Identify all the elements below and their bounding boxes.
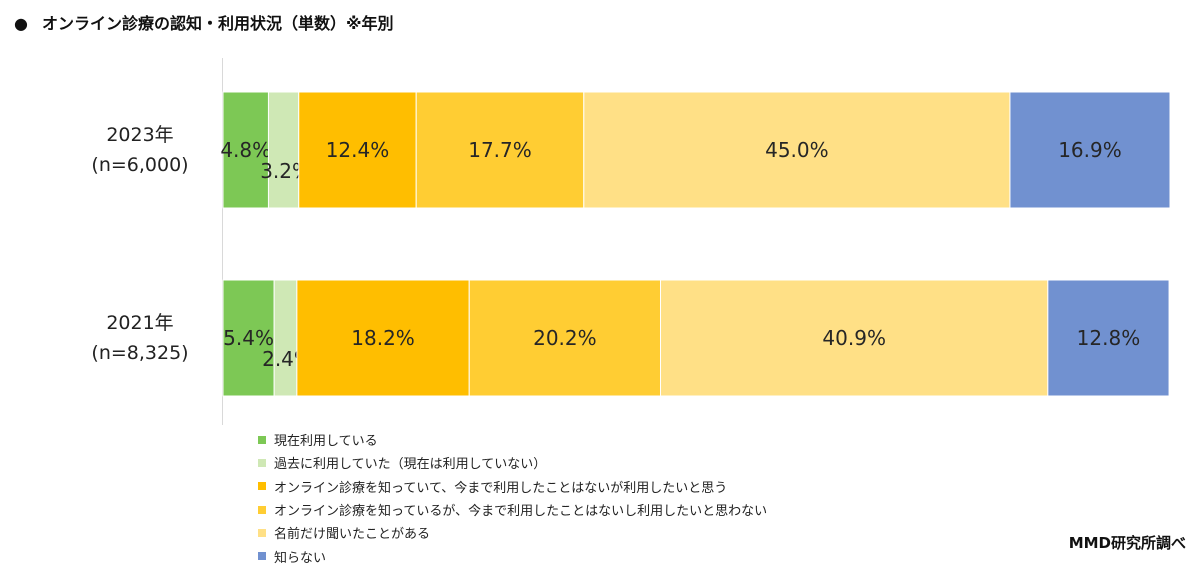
legend-item: オンライン診療を知っていて、今まで利用したことはないが利用したいと思う — [258, 475, 767, 498]
legend-item: 過去に利用していた（現在は利用していない） — [258, 451, 767, 474]
bar-segment — [660, 279, 1049, 397]
data-label: 20.2% — [533, 326, 597, 350]
category-sample-size: (n=8,325) — [91, 342, 189, 364]
data-label: 40.9% — [822, 326, 886, 350]
data-label: 5.4% — [223, 326, 274, 350]
bar-segment — [222, 91, 269, 209]
legend-swatch — [258, 482, 266, 491]
data-label: 45.0% — [765, 138, 829, 162]
category-label: 2021年 (n=8,325) — [55, 308, 225, 368]
chart-title: ● オンライン診療の認知・利用状況（単数）※年別 — [14, 10, 394, 34]
data-label: 12.4% — [326, 138, 390, 162]
category-sample-size: (n=6,000) — [91, 154, 189, 176]
legend-label: 過去に利用していた（現在は利用していない） — [274, 457, 547, 473]
bar-segment — [1009, 91, 1171, 209]
bar-segment — [222, 279, 275, 397]
bar-segment — [296, 279, 470, 397]
bar-segment — [468, 279, 662, 397]
legend: 現在利用している過去に利用していた（現在は利用していない） オンライン診療を知って… — [258, 428, 767, 568]
category-year: 2021年 — [106, 312, 174, 334]
legend-label: オンライン診療を知っているが、今まで利用したことはないし利用したいと思わない — [274, 504, 768, 520]
data-label: 17.7% — [468, 138, 532, 162]
legend-swatch — [258, 552, 266, 561]
category-label: 2023年 (n=6,000) — [55, 120, 225, 180]
legend-label: 現在利用している — [274, 434, 378, 450]
legend-item: 知らない — [258, 544, 767, 567]
legend-item: オンライン診療を知っているが、今まで利用したことはないし利用したいと思わない — [258, 498, 767, 521]
bar-segment — [298, 91, 417, 209]
data-label: 12.8% — [1077, 326, 1141, 350]
legend-label: 名前だけ聞いたことがある — [274, 527, 431, 543]
category-year: 2023年 — [106, 124, 174, 146]
data-label: 4.8% — [220, 138, 271, 162]
legend-swatch — [258, 458, 266, 467]
title-bullet: ● — [14, 14, 28, 33]
title-text: オンライン診療の認知・利用状況（単数）※年別 — [41, 14, 394, 33]
legend-item: 現在利用している — [258, 428, 767, 451]
data-label: 16.9% — [1058, 138, 1122, 162]
legend-swatch — [258, 528, 266, 537]
legend-label: 知らない — [274, 550, 327, 566]
source-credit: MMD研究所調べ — [1068, 534, 1186, 552]
data-label: 18.2% — [351, 326, 415, 350]
bar-segment — [415, 91, 585, 209]
legend-swatch — [258, 505, 266, 514]
legend-item: 名前だけ聞いたことがある — [258, 521, 767, 544]
bar-segment — [273, 279, 298, 397]
bar-segment — [583, 91, 1011, 209]
legend-label: オンライン診療を知っていて、今まで利用したことはないが利用したいと思う — [274, 480, 728, 496]
bar-segment — [267, 91, 300, 209]
legend-swatch — [258, 435, 266, 444]
bar-segment — [1047, 279, 1170, 397]
